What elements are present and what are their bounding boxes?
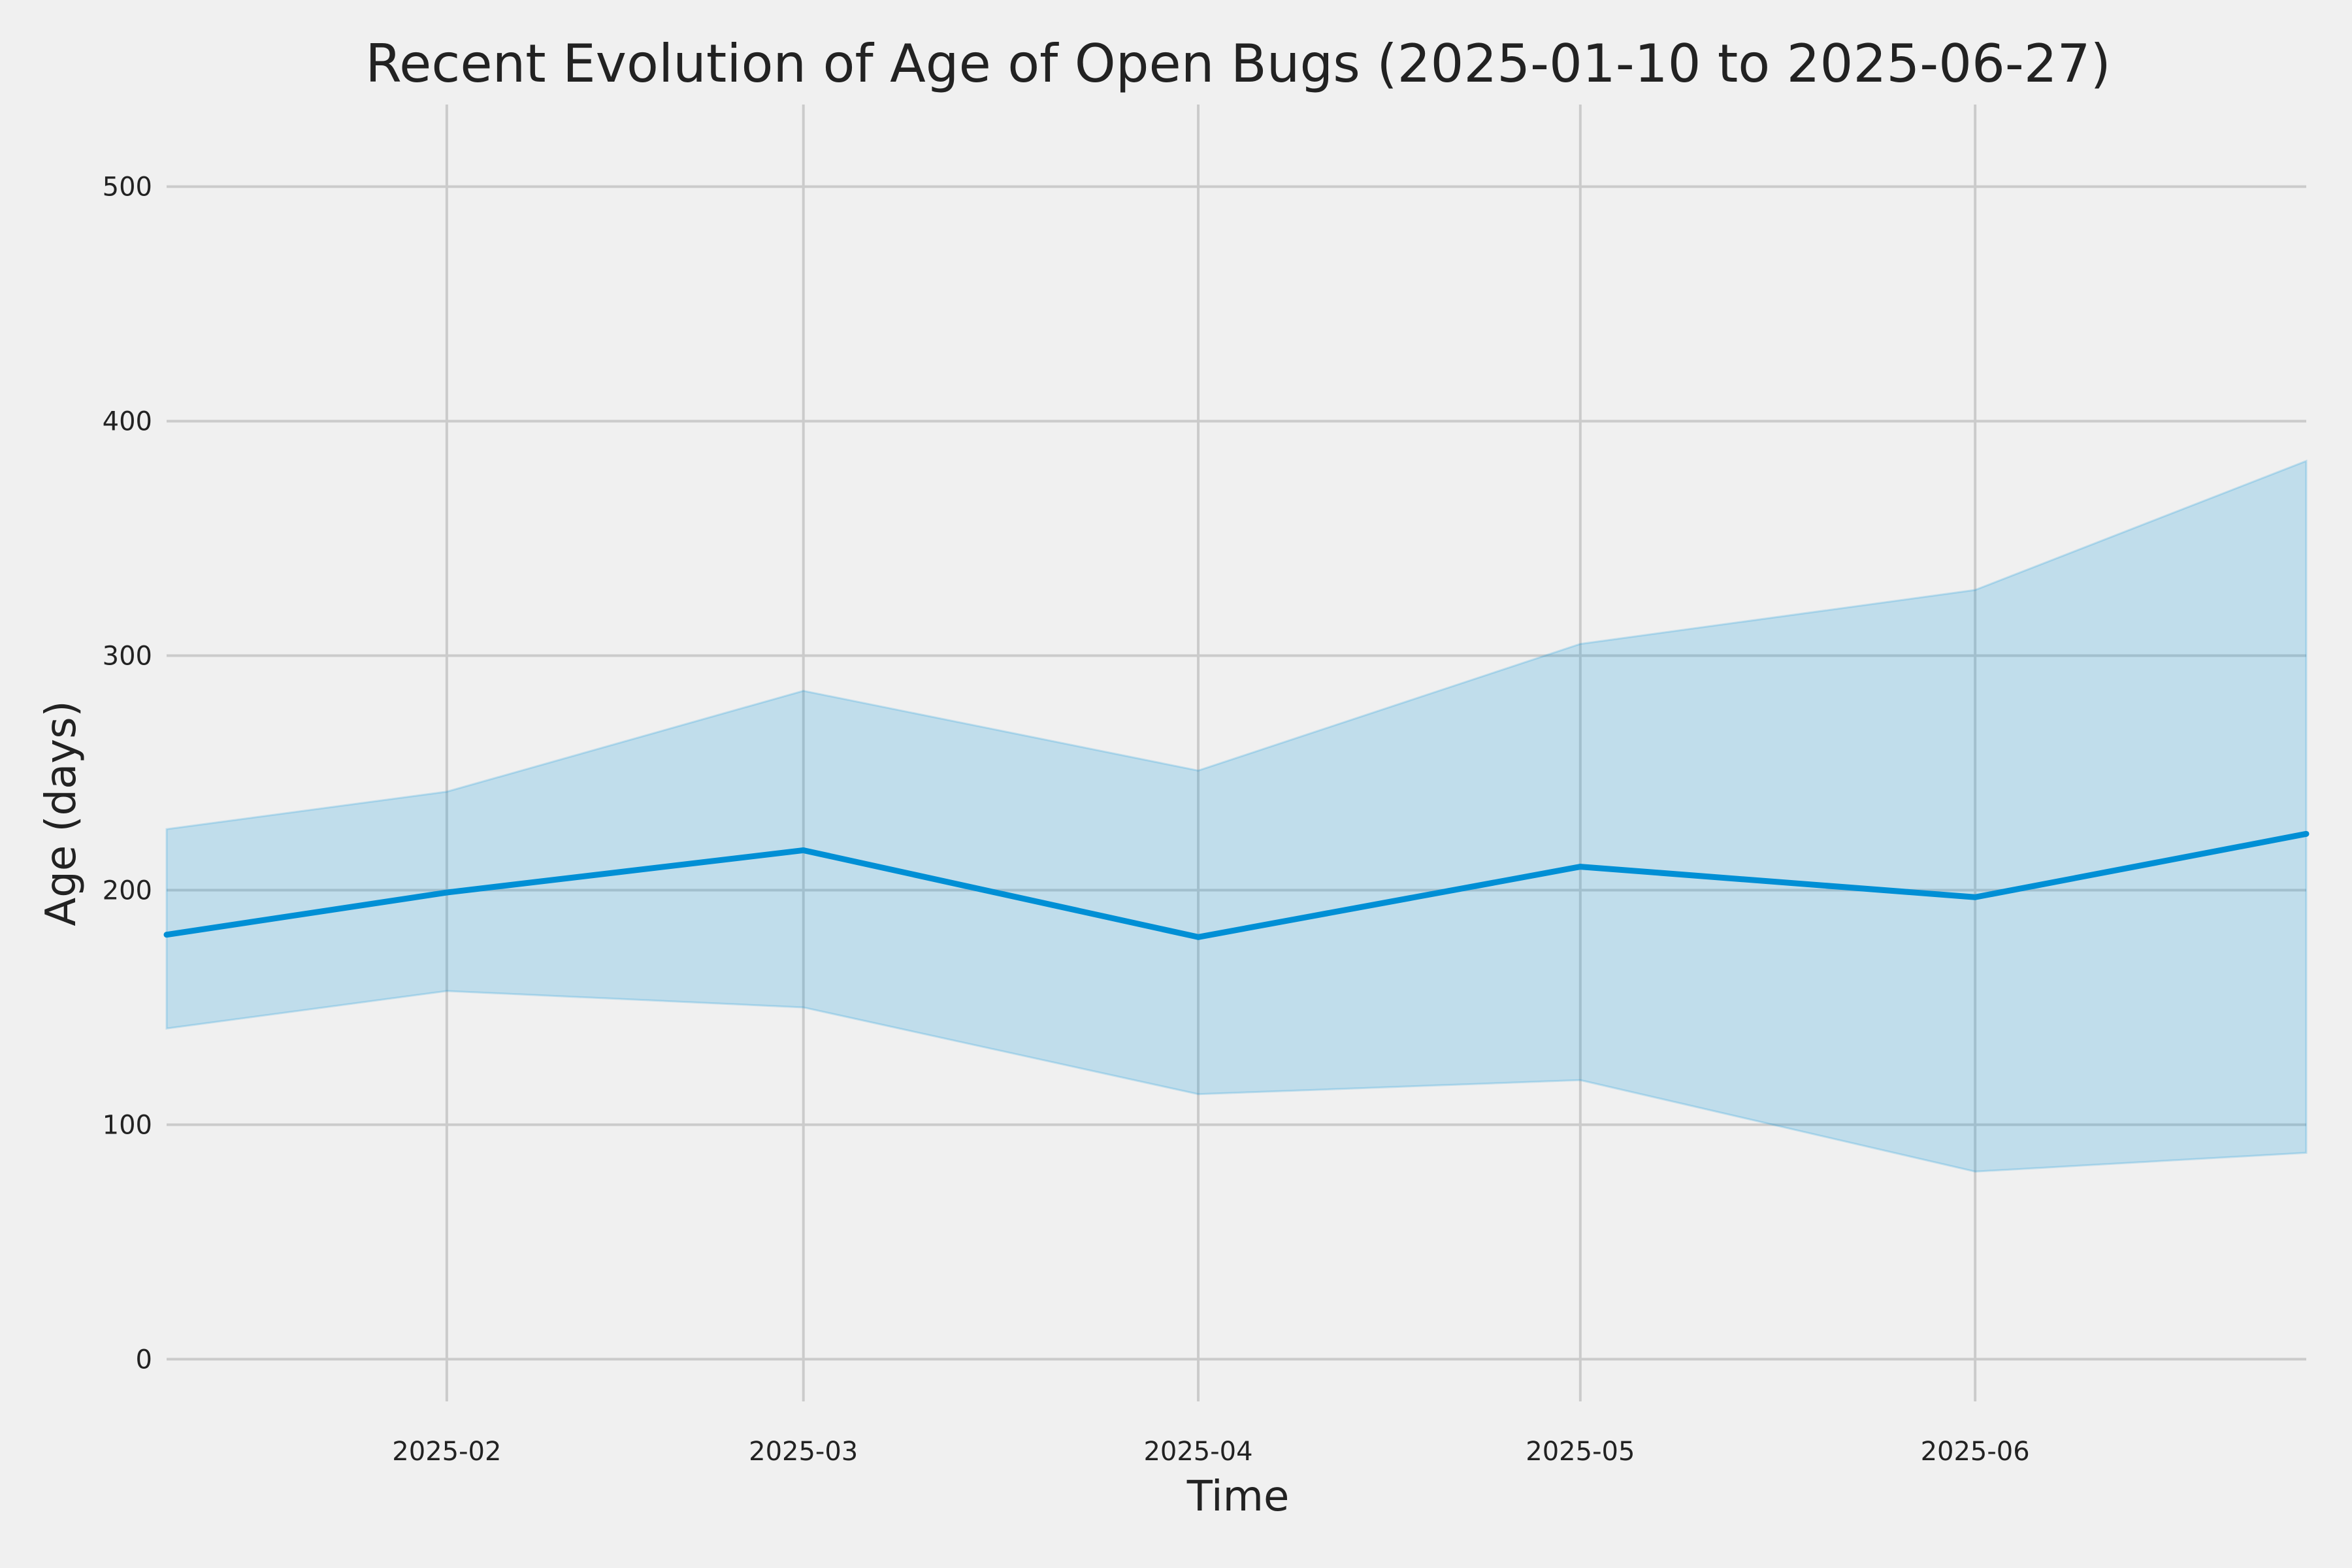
- x-grid: [445, 105, 1977, 1401]
- y-tick-label-100: 100: [103, 1110, 152, 1140]
- data-point-2025-05-01: [1577, 864, 1584, 870]
- y-tick-label-500: 500: [103, 172, 152, 203]
- x-tick-label-2025-05: 2025-05: [1526, 1437, 1635, 1467]
- data-point-2025-02-01: [444, 889, 450, 896]
- x-tick-label-2025-03: 2025-03: [749, 1437, 858, 1467]
- x-tick-labels: 2025-02 2025-03 2025-04 2025-05 2025-06: [392, 1437, 2029, 1467]
- confidence-band: [165, 459, 2308, 1173]
- y-grid: [167, 185, 2306, 1361]
- data-point-2025-04-01: [1195, 934, 1201, 940]
- x-tick-label-2025-02: 2025-02: [392, 1437, 501, 1467]
- chart-title: Recent Evolution of Age of Open Bugs (20…: [365, 33, 2111, 94]
- data-point-2025-03-01: [800, 847, 807, 853]
- x-tick-label-2025-06: 2025-06: [1921, 1437, 2030, 1467]
- y-tick-labels: 0 100 200 300 400 500: [103, 172, 152, 1375]
- y-tick-label-0: 0: [136, 1345, 152, 1375]
- x-axis-label: Time: [1186, 1473, 1290, 1521]
- data-point-2025-01-10: [163, 932, 170, 938]
- data-point-group: [163, 830, 2310, 940]
- y-tick-label-400: 400: [103, 407, 152, 437]
- y-axis-label: Age (days): [37, 700, 86, 926]
- y-tick-label-300: 300: [103, 642, 152, 672]
- x-tick-label-2025-04: 2025-04: [1143, 1437, 1252, 1467]
- data-point-2025-06-01: [1972, 894, 1978, 900]
- y-tick-label-200: 200: [103, 875, 152, 906]
- data-point-2025-06-27: [2303, 830, 2310, 837]
- confidence-band-group: [165, 459, 2308, 1173]
